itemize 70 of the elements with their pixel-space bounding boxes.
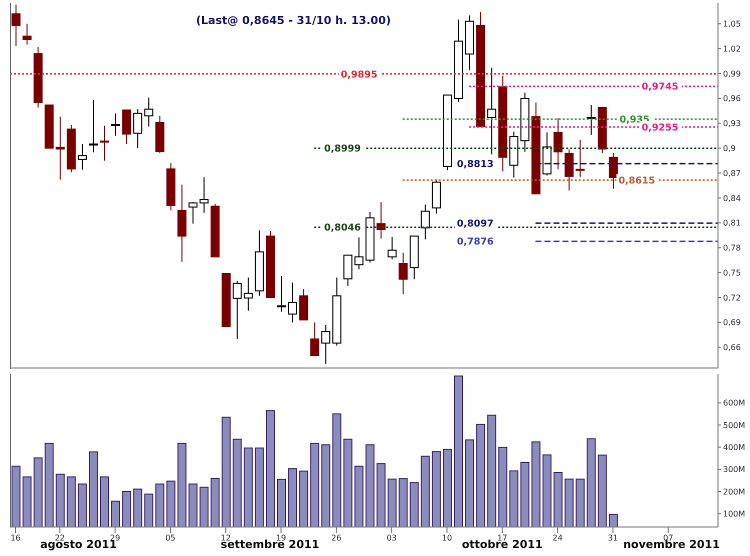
candlestick — [277, 275, 286, 312]
candlestick — [398, 252, 408, 295]
candlestick — [608, 152, 618, 190]
candlestick — [78, 144, 87, 170]
y-tick-label: 0,66 — [723, 343, 741, 352]
candlestick — [586, 104, 596, 136]
x-tick-label: 19 — [276, 534, 286, 543]
candlestick — [354, 236, 364, 270]
y-tick-label: 1,05 — [723, 20, 741, 29]
ref-line-label: 0,8999 — [324, 144, 361, 155]
candlestick — [388, 236, 397, 260]
y-tick-label: 100M — [723, 510, 746, 519]
candlestick — [22, 23, 32, 45]
y-tick-label: 600M — [723, 398, 746, 408]
text: novembre 2011 — [623, 538, 720, 551]
candlestick — [144, 97, 154, 128]
y-tick-label: 300M — [723, 465, 746, 474]
candlestick — [343, 254, 352, 286]
candlestick — [288, 282, 298, 323]
candlestick — [12, 4, 20, 47]
ref-line-label: 0,9745 — [642, 82, 678, 93]
y-tick-label: 400M — [723, 443, 746, 452]
x-tick-label: 31 — [608, 534, 618, 543]
candlestick — [576, 139, 585, 178]
candlestick — [321, 324, 330, 364]
y-tick-label: 500M — [723, 420, 746, 430]
x-tick-label: 03 — [386, 534, 397, 543]
ref-line-label: 0,9255 — [642, 122, 678, 134]
ref-line-label: 0,8813 — [456, 159, 494, 170]
candlestick — [564, 148, 574, 191]
x-tick-label: 26 — [331, 534, 342, 543]
candlestick — [310, 322, 320, 356]
x-tick-label: 12 — [220, 534, 231, 543]
y-tick-label: 0,87 — [723, 168, 741, 178]
ref-line-label: 0,8046 — [324, 222, 362, 234]
ref-line-label: 0,8097 — [456, 218, 494, 230]
candlestick — [100, 125, 109, 162]
x-tick-label: 16 — [10, 534, 21, 543]
y-tick-label: 0,72 — [723, 293, 741, 302]
candlestick — [188, 202, 198, 224]
candlestick — [420, 204, 430, 240]
y-tick-label: 0,9 — [723, 144, 736, 154]
x-tick-label: 24 — [552, 534, 563, 543]
x-tick-label: 10 — [442, 534, 452, 543]
x-tick-label: 22 — [54, 534, 65, 543]
ref-line-label: 0,7876 — [456, 236, 494, 248]
y-tick-label: 0,69 — [723, 318, 741, 328]
y-tick-label: 0,96 — [723, 94, 741, 104]
x-tick-label: 05 — [165, 534, 176, 543]
ref-line-label: 0,9895 — [340, 69, 378, 80]
ref-line-label: 0,8615 — [618, 175, 656, 186]
candlestick — [554, 118, 563, 170]
candlestick — [487, 67, 496, 155]
y-tick-label: 0,81 — [723, 218, 741, 228]
y-tick-label: 0,93 — [723, 119, 741, 128]
y-tick-label: 0,78 — [723, 244, 741, 253]
y-tick-label: 200M — [723, 487, 746, 496]
y-tick-label: 0,75 — [723, 268, 741, 278]
candlestick — [232, 280, 242, 340]
y-tick-label: 1,02 — [723, 44, 741, 54]
candlestick — [376, 202, 386, 240]
candlestick — [133, 108, 142, 149]
candlestick — [111, 112, 120, 136]
y-tick-label: 0,84 — [723, 194, 741, 203]
candlestick — [200, 176, 209, 214]
text: (Last@ 0,8645 - 31/10 h. 13.00) — [196, 14, 391, 27]
candlestick — [88, 100, 98, 153]
candlestick — [56, 116, 65, 180]
candlestick — [244, 277, 253, 312]
y-tick-label: 0,99 — [723, 69, 741, 78]
